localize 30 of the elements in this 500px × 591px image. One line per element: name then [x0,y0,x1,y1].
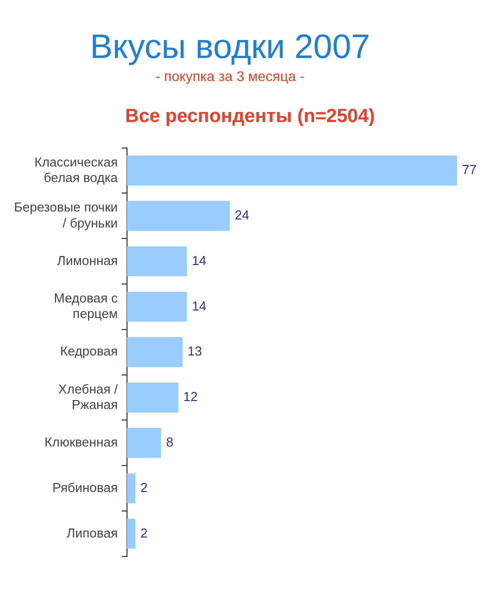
y-tick-label: Липовая [66,525,118,540]
bar [126,428,162,458]
y-tick-label: Березовые почки / бруньки [14,200,118,230]
data-label: 14 [192,298,206,314]
data-label: 13 [188,344,202,359]
bar [126,292,187,322]
data-label: 2 [140,480,148,495]
bar [126,200,230,231]
bar [126,246,187,276]
y-tick-label: Лимонная [57,252,118,268]
text: - покупка за 3 месяца - [154,68,306,84]
y-tick-label: Хлебная / Ржаная [58,381,118,412]
data-label: 14 [192,252,206,268]
data-label: 8 [166,434,174,450]
bar [126,156,458,186]
y-tick-label: Рябиновая [52,480,118,495]
y-tick-label: Медовая с перцем [54,290,118,322]
text: Вкусы водки 2007 [88,28,372,67]
data-label: 2 [140,525,148,540]
bar [126,382,178,412]
y-tick-label: Классическая белая водка [34,154,119,185]
bar [126,337,183,368]
bar [126,518,136,549]
data-label: 12 [183,389,198,404]
bar [126,473,136,504]
data-label: 77 [462,162,477,178]
chart-title: Все респонденты (n=2504) [124,106,376,128]
y-tick-label: Клюквенная [44,434,118,450]
data-label: 24 [234,207,250,222]
y-tick-label: Кедровая [60,344,118,359]
